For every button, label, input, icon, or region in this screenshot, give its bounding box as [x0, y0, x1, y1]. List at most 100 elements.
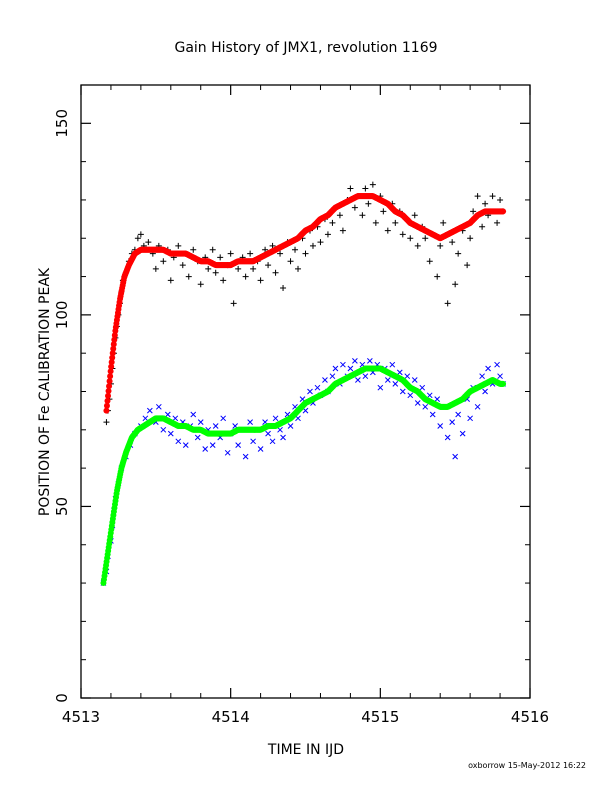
lower-fit-dot	[500, 380, 507, 387]
upper-raw-marker	[247, 250, 254, 257]
lower-raw-marker	[411, 377, 418, 383]
upper-raw-marker	[277, 250, 284, 257]
upper-raw-marker	[179, 262, 186, 269]
upper-raw-marker	[272, 269, 279, 276]
upper-raw-marker	[365, 200, 372, 207]
upper-raw-marker	[175, 242, 182, 249]
upper-raw-marker	[444, 300, 451, 307]
lower-raw-marker	[160, 426, 167, 433]
axis-ticks	[80, 84, 531, 699]
upper-raw-marker	[295, 265, 302, 272]
lower-raw-marker	[314, 384, 321, 391]
upper-raw-marker	[137, 231, 144, 238]
lower-raw-marker	[389, 361, 396, 368]
lower-raw-marker	[142, 415, 149, 422]
upper-fit-dot	[103, 407, 110, 414]
upper-raw-marker	[470, 208, 477, 215]
lower-raw-series	[100, 357, 506, 586]
upper-raw-marker	[205, 265, 212, 272]
y-axis-label: POSITION OF Fe CALIBRATION PEAK	[37, 267, 53, 516]
upper-fit-dot	[105, 392, 112, 399]
lower-raw-marker	[302, 407, 309, 414]
lower-raw-marker	[329, 373, 336, 380]
x-axis-label: TIME IN IJD	[267, 742, 344, 758]
upper-fit-dot	[103, 402, 110, 409]
upper-raw-marker	[220, 277, 227, 284]
lower-raw-marker	[392, 380, 399, 387]
lower-raw-marker	[497, 373, 503, 380]
upper-raw-marker	[209, 246, 216, 253]
upper-raw-marker	[212, 269, 219, 276]
chart-title: Gain History of JMX1, revolution 1169	[174, 40, 437, 56]
upper-raw-marker	[392, 219, 399, 226]
upper-raw-marker	[190, 246, 197, 253]
footer-stamp: oxborrow 15-May-2012 16:22	[468, 761, 586, 770]
upper-raw-marker	[235, 265, 242, 272]
upper-raw-marker	[280, 285, 287, 292]
y-tick-labels: 0 50 100 150	[53, 109, 71, 703]
lower-raw-marker	[272, 415, 279, 422]
lower-raw-marker	[444, 434, 451, 441]
lower-raw-marker	[197, 419, 204, 426]
x-tick-label: 4515	[361, 708, 399, 726]
upper-fit-dot	[106, 383, 113, 390]
lower-raw-marker	[190, 411, 197, 418]
lower-raw-marker	[419, 384, 426, 391]
lower-raw-marker	[257, 446, 264, 452]
upper-raw-series	[103, 181, 507, 426]
upper-raw-marker	[329, 219, 336, 226]
lower-raw-marker	[407, 392, 414, 399]
upper-raw-marker	[227, 250, 234, 257]
lower-raw-marker	[474, 403, 481, 410]
upper-fit-dot	[110, 341, 117, 348]
upper-raw-marker	[302, 250, 309, 257]
lower-raw-marker	[340, 361, 346, 368]
upper-raw-marker	[399, 231, 406, 238]
lower-raw-marker	[164, 411, 171, 418]
lower-raw-marker	[384, 377, 391, 383]
upper-fit-dot	[111, 332, 118, 339]
lower-raw-marker	[287, 423, 294, 429]
upper-raw-marker	[449, 239, 456, 246]
upper-fit-dot	[104, 397, 111, 404]
lower-raw-marker	[250, 438, 256, 445]
lower-raw-marker	[404, 373, 411, 380]
upper-raw-marker	[262, 246, 269, 253]
lower-raw-marker	[322, 377, 328, 383]
upper-fit-series	[103, 193, 507, 414]
upper-raw-marker	[339, 227, 346, 234]
lower-raw-marker	[224, 449, 231, 456]
upper-raw-marker	[497, 196, 504, 203]
upper-raw-marker	[230, 300, 237, 307]
lower-raw-marker	[455, 411, 462, 418]
lower-raw-marker	[459, 430, 466, 437]
upper-raw-marker	[362, 185, 369, 192]
lower-raw-marker	[479, 373, 485, 380]
lower-raw-marker	[265, 430, 271, 437]
lower-raw-marker	[396, 369, 403, 376]
upper-raw-marker	[422, 235, 429, 242]
upper-raw-marker	[257, 277, 264, 284]
upper-raw-marker	[134, 235, 141, 242]
upper-fit-dot	[107, 368, 114, 375]
y-tick-label: 0	[53, 693, 71, 703]
lower-raw-marker	[212, 423, 219, 429]
upper-raw-marker	[372, 219, 379, 226]
upper-raw-marker	[351, 204, 358, 211]
lower-raw-marker	[426, 392, 433, 399]
lower-raw-marker	[377, 384, 384, 391]
upper-fit-dot	[500, 208, 507, 215]
y-tick-label: 150	[53, 109, 71, 138]
upper-raw-marker	[434, 273, 441, 280]
upper-fit-dot	[105, 387, 112, 394]
lower-raw-marker	[167, 430, 174, 437]
upper-raw-marker	[407, 235, 414, 242]
upper-raw-marker	[292, 246, 299, 253]
upper-raw-marker	[242, 273, 249, 280]
lower-raw-marker	[175, 438, 182, 445]
upper-fit-dot	[106, 378, 113, 385]
plot-frame	[80, 84, 531, 699]
upper-raw-marker	[384, 227, 391, 234]
lower-raw-marker	[449, 419, 456, 426]
